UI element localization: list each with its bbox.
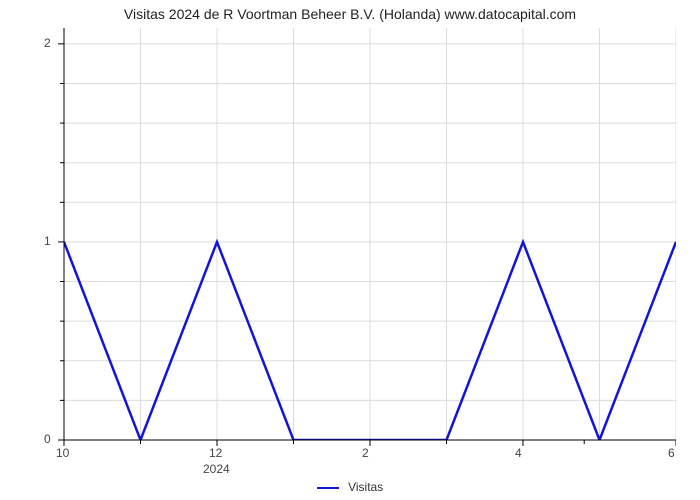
x-tick: 12 [209, 446, 222, 460]
legend-swatch [317, 487, 339, 489]
chart-title: Visitas 2024 de R Voortman Beheer B.V. (… [0, 6, 700, 22]
x-tick: 6 [668, 446, 675, 460]
legend-label: Visitas [348, 480, 383, 494]
axes [56, 28, 676, 450]
x-tick: 10 [56, 446, 69, 460]
y-tick: 1 [44, 234, 51, 248]
x-tick: 4 [515, 446, 522, 460]
y-tick: 2 [44, 36, 51, 50]
legend: Visitas [0, 480, 700, 494]
x-tick: 2 [362, 446, 369, 460]
plot-area [64, 28, 676, 440]
x-axis-label: 2024 [203, 462, 230, 476]
y-tick: 0 [44, 432, 51, 446]
